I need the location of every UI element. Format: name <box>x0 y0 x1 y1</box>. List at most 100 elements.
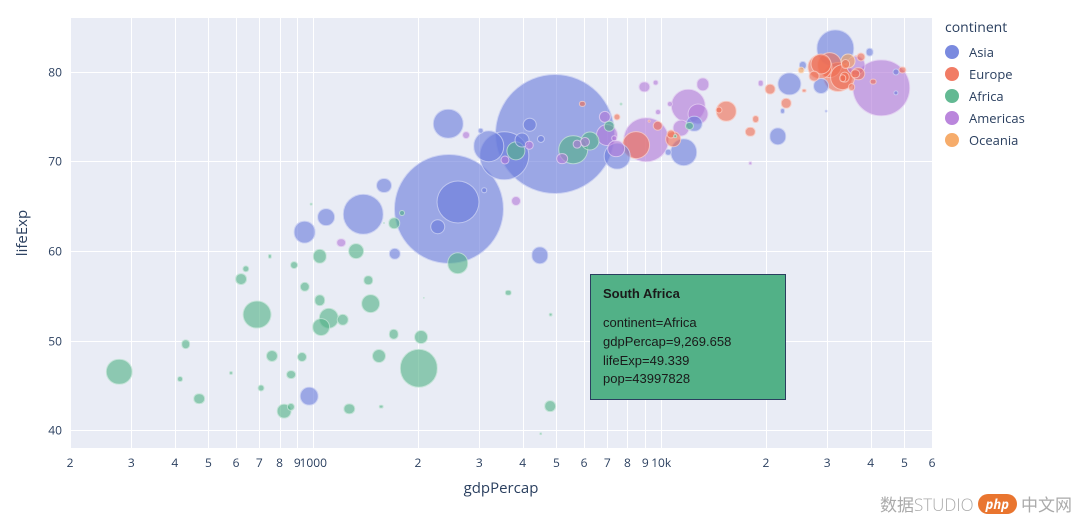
plot-area[interactable]: 2345678910002345678910k234564050607080 <box>70 18 932 448</box>
data-bubble[interactable] <box>383 222 385 224</box>
data-bubble[interactable] <box>607 140 625 158</box>
data-bubble[interactable] <box>500 155 509 164</box>
data-bubble[interactable] <box>715 107 722 114</box>
data-bubble[interactable] <box>653 120 664 131</box>
data-bubble[interactable] <box>673 134 677 138</box>
data-bubble[interactable] <box>235 273 247 285</box>
data-bubble[interactable] <box>865 48 874 57</box>
legend-item[interactable]: Europe <box>945 65 1025 83</box>
data-bubble[interactable] <box>242 265 249 272</box>
data-bubble[interactable] <box>870 78 877 85</box>
data-bubble[interactable] <box>268 254 272 258</box>
data-bubble[interactable] <box>769 128 786 145</box>
data-bubble[interactable] <box>604 121 615 132</box>
data-bubble[interactable] <box>336 238 346 248</box>
data-bubble[interactable] <box>314 294 325 305</box>
data-bubble[interactable] <box>400 349 438 387</box>
data-bubble[interactable] <box>522 117 537 132</box>
data-bubble[interactable] <box>556 153 568 165</box>
data-bubble[interactable] <box>764 83 775 94</box>
data-bubble[interactable] <box>313 318 331 336</box>
data-bubble[interactable] <box>655 109 661 115</box>
data-bubble[interactable] <box>290 261 298 269</box>
data-bubble[interactable] <box>266 350 278 362</box>
data-bubble[interactable] <box>430 219 446 235</box>
data-bubble[interactable] <box>544 400 556 412</box>
data-bubble[interactable] <box>573 140 582 149</box>
data-bubble[interactable] <box>780 108 786 114</box>
data-bubble[interactable] <box>477 128 484 135</box>
data-bubble[interactable] <box>318 208 336 226</box>
data-bubble[interactable] <box>839 74 847 82</box>
data-bubble[interactable] <box>436 180 479 223</box>
data-bubble[interactable] <box>376 178 392 194</box>
data-bubble[interactable] <box>243 300 272 329</box>
data-bubble[interactable] <box>539 432 543 436</box>
data-bubble[interactable] <box>505 290 511 296</box>
data-bubble[interactable] <box>361 294 381 314</box>
data-bubble[interactable] <box>531 247 548 264</box>
data-bubble[interactable] <box>620 103 623 106</box>
data-bubble[interactable] <box>293 221 316 244</box>
data-bubble[interactable] <box>548 312 553 317</box>
data-bubble[interactable] <box>297 352 307 362</box>
legend-item[interactable]: Oceania <box>945 131 1025 149</box>
data-bubble[interactable] <box>613 114 620 121</box>
legend-item[interactable]: Africa <box>945 87 1025 105</box>
legend-item[interactable]: Americas <box>945 109 1025 127</box>
data-bubble[interactable] <box>781 98 792 109</box>
data-bubble[interactable] <box>611 135 617 141</box>
data-bubble[interactable] <box>286 370 296 380</box>
data-bubble[interactable] <box>310 203 313 206</box>
data-bubble[interactable] <box>299 282 309 292</box>
data-bubble[interactable] <box>177 376 183 382</box>
data-bubble[interactable] <box>193 393 205 405</box>
data-bubble[interactable] <box>300 387 319 406</box>
data-bubble[interactable] <box>797 67 804 74</box>
data-bubble[interactable] <box>841 59 851 69</box>
data-bubble[interactable] <box>337 314 350 327</box>
data-bubble[interactable] <box>447 253 468 274</box>
data-bubble[interactable] <box>399 210 405 216</box>
tooltip: South Africa continent=Africa gdpPercap=… <box>590 274 786 400</box>
data-bubble[interactable] <box>696 78 709 91</box>
data-bubble[interactable] <box>758 80 765 87</box>
data-bubble[interactable] <box>855 55 857 57</box>
data-bubble[interactable] <box>257 385 264 392</box>
data-bubble[interactable] <box>652 79 659 86</box>
data-bubble[interactable] <box>778 73 801 96</box>
legend-item[interactable]: Asia <box>945 43 1025 61</box>
data-bubble[interactable] <box>388 247 400 259</box>
data-bubble[interactable] <box>181 339 191 349</box>
data-bubble[interactable] <box>848 83 856 91</box>
data-bubble[interactable] <box>287 403 295 411</box>
data-bubble[interactable] <box>229 371 233 375</box>
data-bubble[interactable] <box>388 329 399 340</box>
data-bubble[interactable] <box>414 330 428 344</box>
data-bubble[interactable] <box>665 149 672 156</box>
data-bubble[interactable] <box>379 404 384 409</box>
data-bubble[interactable] <box>511 196 521 206</box>
data-bubble[interactable] <box>809 71 820 82</box>
data-bubble[interactable] <box>389 217 401 229</box>
data-bubble[interactable] <box>752 115 760 123</box>
data-bubble[interactable] <box>745 127 755 137</box>
data-bubble[interactable] <box>825 110 828 113</box>
data-bubble[interactable] <box>525 141 534 150</box>
data-bubble[interactable] <box>433 108 464 139</box>
data-bubble[interactable] <box>462 131 470 139</box>
data-bubble[interactable] <box>348 243 364 259</box>
data-bubble[interactable] <box>344 403 355 414</box>
data-bubble[interactable] <box>802 88 807 93</box>
data-bubble[interactable] <box>106 359 133 386</box>
data-bubble[interactable] <box>372 349 386 363</box>
data-bubble[interactable] <box>648 120 651 123</box>
data-bubble[interactable] <box>748 161 751 164</box>
data-bubble[interactable] <box>892 68 899 75</box>
data-bubble[interactable] <box>364 276 373 285</box>
data-bubble[interactable] <box>343 194 384 235</box>
data-bubble[interactable] <box>313 249 327 263</box>
data-bubble[interactable] <box>423 296 425 298</box>
data-bubble[interactable] <box>639 81 650 92</box>
data-bubble[interactable] <box>481 187 487 193</box>
